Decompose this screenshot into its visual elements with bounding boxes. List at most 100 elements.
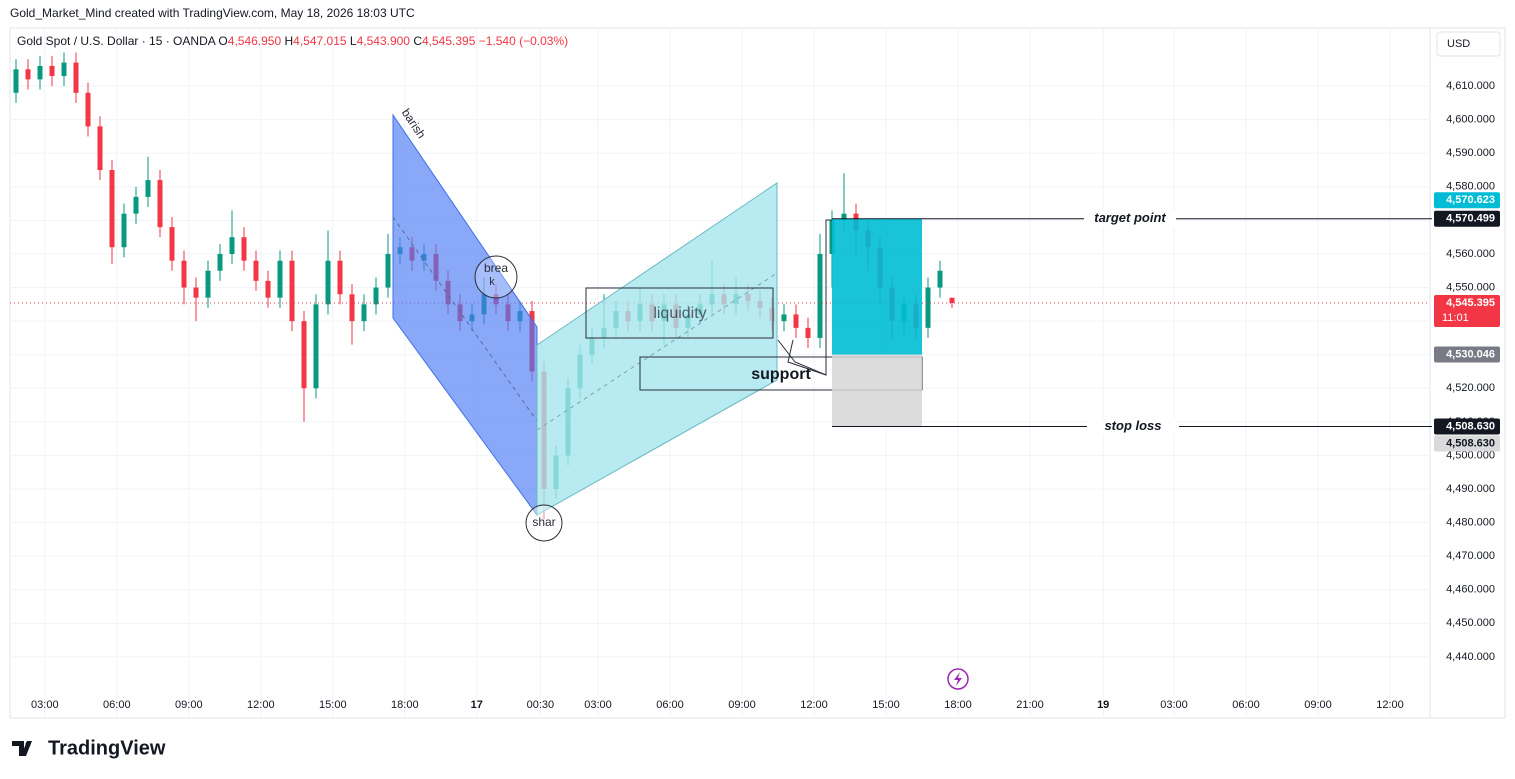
stop-zone — [832, 354, 922, 427]
candle-body — [325, 260, 331, 305]
x-tick-label: 21:00 — [1016, 699, 1044, 711]
logo-text: TradingView — [48, 737, 166, 759]
drawings: brea k shar barish liquidity support tar… — [392, 106, 1432, 542]
price-badge — [1434, 435, 1500, 452]
x-tick-label: 06:00 — [103, 699, 131, 711]
legend: Gold Spot / U.S. Dollar · 15 · OANDA O4,… — [17, 34, 568, 48]
candle-body — [253, 260, 259, 281]
candle-body — [793, 314, 799, 328]
candle-body — [193, 287, 199, 298]
annotation: brea — [484, 261, 508, 275]
x-tick-label: 12:00 — [1376, 699, 1404, 711]
y-tick-label: 4,470.000 — [1446, 550, 1495, 562]
price-badge — [1434, 295, 1500, 328]
candle-body — [805, 327, 811, 338]
liquidity-box — [585, 287, 774, 339]
x-tick-label: 03:00 — [584, 699, 612, 711]
channel-midline — [392, 216, 538, 422]
candle-body — [133, 196, 139, 214]
price-badge-label: 4,508.630 — [1446, 437, 1495, 449]
events-icon — [954, 672, 962, 686]
candle-body — [205, 270, 211, 298]
candle-body — [373, 287, 379, 305]
candle-body — [349, 294, 355, 322]
x-tick-label: 12:00 — [247, 699, 275, 711]
x-tick-label: 19 — [1097, 699, 1109, 711]
logo-mark — [25, 741, 31, 747]
price-badge-label: 4,570.499 — [1446, 213, 1495, 225]
break-circle — [474, 255, 518, 299]
candle-body — [229, 237, 235, 254]
price-badge-label: 4,545.395 — [1446, 297, 1495, 309]
price-badge — [1434, 346, 1500, 363]
legend-text: Gold Spot / U.S. Dollar · 15 · OANDA O4,… — [17, 34, 568, 48]
y-tick-label: 4,580.000 — [1446, 181, 1495, 193]
candle-body — [277, 260, 283, 298]
candle-body — [109, 170, 115, 248]
x-tick-label: 09:00 — [728, 699, 756, 711]
level-label: stop loss — [1104, 418, 1161, 433]
candle-body — [73, 62, 79, 93]
x-tick-label: 18:00 — [944, 699, 972, 711]
candle-body — [121, 213, 127, 248]
bullish-channel — [536, 182, 778, 516]
candle-body — [337, 260, 343, 295]
y-tick-label: 4,490.000 — [1446, 483, 1495, 495]
candle-body — [181, 260, 187, 288]
frame — [9, 27, 1506, 719]
price-badge-label: 4,508.630 — [1446, 420, 1495, 432]
level-label-bg — [1087, 418, 1179, 435]
candle-body — [145, 180, 151, 197]
support-arrow — [777, 219, 834, 376]
y-tick-label: 4,560.000 — [1446, 248, 1495, 260]
candle-body — [937, 270, 943, 288]
annotation: shar — [532, 515, 555, 529]
x-tick-label: 18:00 — [391, 699, 419, 711]
logo: TradingView — [12, 737, 166, 759]
sharp-circle — [525, 504, 563, 542]
y-tick-label: 4,610.000 — [1446, 80, 1495, 92]
x-tick-label: 17 — [471, 699, 483, 711]
target-zone — [832, 218, 922, 355]
x-tick-label: 03:00 — [31, 699, 59, 711]
x-tick-label: 06:00 — [1232, 699, 1260, 711]
x-tick-label: 15:00 — [872, 699, 900, 711]
y-tick-label: 4,520.000 — [1446, 382, 1495, 394]
level-label-bg — [1084, 210, 1176, 227]
candle-body — [169, 227, 175, 261]
credit: Gold_Market_Mind created with TradingVie… — [10, 6, 415, 20]
candle-body — [361, 304, 367, 322]
candle-body — [265, 280, 271, 298]
candle-body — [289, 260, 295, 322]
x-tick-label: 00:30 — [527, 699, 555, 711]
candle-body — [25, 69, 31, 80]
currency[interactable]: USD — [1447, 38, 1470, 50]
x-tick-label: 06:00 — [656, 699, 684, 711]
price-badge — [1434, 418, 1500, 435]
y-tick-label: 4,550.000 — [1446, 281, 1495, 293]
price-badge-label: 4,530.046 — [1446, 348, 1495, 360]
y-tick-label: 4,450.000 — [1446, 617, 1495, 629]
x-tick-label: 12:00 — [800, 699, 828, 711]
x-tick-label: 09:00 — [175, 699, 203, 711]
candle-body — [781, 314, 787, 322]
candle-body — [817, 253, 823, 338]
candle-body — [97, 126, 103, 171]
candle-body — [217, 253, 223, 271]
price-badge — [1434, 192, 1500, 209]
y-tick-label: 4,500.000 — [1446, 449, 1495, 461]
candle-body — [49, 65, 55, 77]
candle-body — [301, 321, 307, 389]
candle-body — [85, 92, 91, 127]
y-tick-label: 4,590.000 — [1446, 147, 1495, 159]
currency-button[interactable] — [1436, 31, 1501, 57]
candle-body — [385, 253, 391, 288]
price-badge-label: 4,570.623 — [1446, 194, 1495, 206]
y-tick-label: 4,460.000 — [1446, 584, 1495, 596]
annotation: support — [751, 366, 811, 383]
candle-body — [313, 304, 319, 389]
x-tick-label: 15:00 — [319, 699, 347, 711]
candle-body — [949, 297, 955, 304]
